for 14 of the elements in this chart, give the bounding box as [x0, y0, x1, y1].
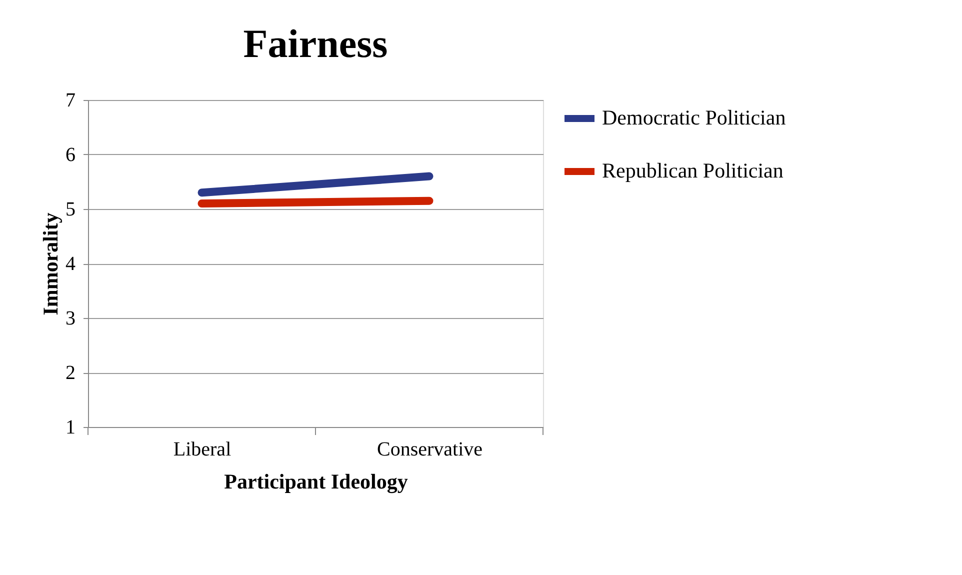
- chart-title: Fairness: [243, 21, 388, 66]
- x-tick-label: Liberal: [173, 438, 232, 460]
- x-tick-label: Conservative: [376, 438, 483, 460]
- legend-label: Democratic Politician: [602, 106, 786, 130]
- x-axis-title: Participant Ideology: [224, 470, 408, 494]
- y-tick-label: 3: [66, 308, 76, 330]
- legend-label: Republican Politician: [602, 158, 784, 182]
- y-tick-label: 4: [66, 253, 76, 275]
- y-tick-label: 7: [66, 90, 76, 112]
- y-tick-label: 2: [66, 362, 76, 384]
- y-axis-title: Immorality: [38, 212, 62, 316]
- y-tick-label: 5: [66, 198, 76, 220]
- y-tick-label: 1: [66, 416, 76, 438]
- y-tick-label: 6: [66, 144, 76, 166]
